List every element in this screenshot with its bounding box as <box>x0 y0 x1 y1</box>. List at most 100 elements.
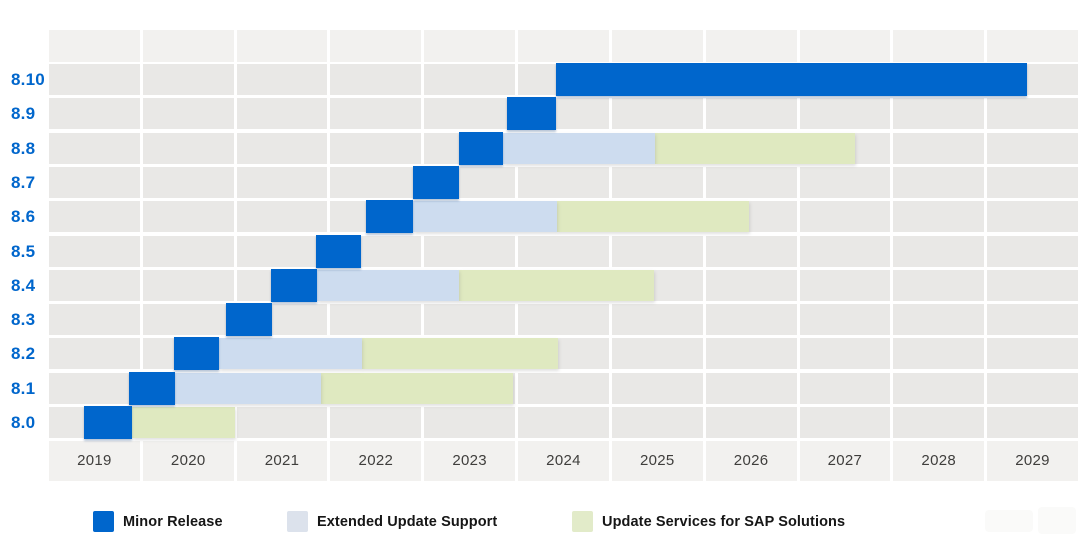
grid-cell <box>893 30 985 62</box>
grid-cell <box>518 30 609 62</box>
grid-band-row-8.6 <box>49 200 1078 234</box>
grid-cell <box>893 98 985 130</box>
grid-cell <box>142 30 234 62</box>
bar-segment-minor-8.1 <box>129 371 176 405</box>
grid-cell <box>705 304 797 336</box>
grid-cell <box>893 235 985 267</box>
grid-cell <box>49 201 140 233</box>
grid-cell <box>49 235 140 267</box>
grid-band-row-8.7 <box>49 165 1078 199</box>
grid-cell <box>424 98 516 130</box>
grid-band-row-8.2 <box>49 337 1078 371</box>
grid-cell <box>142 235 234 267</box>
grid-cell <box>236 98 328 130</box>
chart-legend: Minor Release Extended Update Support Upda… <box>0 511 1078 535</box>
grid-cell <box>893 269 985 301</box>
grid-cell <box>142 132 234 164</box>
grid-cell <box>611 372 703 404</box>
bar-segment-minor-8.2 <box>174 337 220 371</box>
grid-cell <box>705 30 797 62</box>
grid-cell <box>236 235 328 267</box>
grid-cell <box>49 132 140 164</box>
grid-cell <box>518 235 609 267</box>
x-axis-year-label: 2025 <box>611 441 703 482</box>
grid-cell <box>330 132 422 164</box>
grid-cell <box>518 304 609 336</box>
bar-segment-eus-8.4 <box>316 269 459 301</box>
grid-cell <box>49 269 140 301</box>
grid-cell <box>611 304 703 336</box>
grid-band-header <box>49 30 1078 62</box>
grid-cell <box>236 201 328 233</box>
grid-cell <box>424 30 516 62</box>
x-axis-year-label: 2026 <box>705 441 797 482</box>
legend-swatch-eus <box>287 511 308 532</box>
grid-cell <box>424 407 516 438</box>
grid-cell <box>236 64 328 95</box>
grid-cell <box>330 407 422 438</box>
grid-cell <box>705 407 797 438</box>
grid-cell <box>799 338 891 370</box>
grid-cell <box>799 304 891 336</box>
grid-cell <box>49 30 140 62</box>
x-axis-year-label: 2024 <box>518 441 609 482</box>
grid-band-row-8.4 <box>49 268 1078 302</box>
bar-segment-minor-8.7 <box>412 165 459 199</box>
grid-cell <box>611 338 703 370</box>
grid-cell <box>424 235 516 267</box>
grid-cell <box>330 64 422 95</box>
grid-cell <box>49 64 140 95</box>
grid-cell <box>799 201 891 233</box>
grid-cell <box>799 30 891 62</box>
chart-plot-area: 2019 2020 2021 2022 2023 2024 2025 2026 2027 2028… <box>49 30 1078 482</box>
grid-cell <box>142 304 234 336</box>
bar-segment-sap-8.6 <box>556 201 749 233</box>
grid-cell <box>987 304 1078 336</box>
grid-cell <box>987 98 1078 130</box>
grid-cell <box>611 235 703 267</box>
legend-label: Extended Update Support <box>317 513 498 530</box>
version-label-8.8: 8.8 <box>11 138 36 158</box>
bar-segment-sap-8.4 <box>458 269 655 301</box>
legend-label: Minor Release <box>123 513 223 530</box>
grid-cell <box>611 30 703 62</box>
grid-cell <box>893 304 985 336</box>
bar-segment-minor-8.6 <box>366 200 413 234</box>
grid-cell <box>518 407 609 438</box>
grid-cell <box>987 166 1078 198</box>
grid-cell <box>142 64 234 95</box>
bar-segment-minor-8.0 <box>83 406 133 439</box>
grid-cell <box>799 269 891 301</box>
grid-cell <box>705 338 797 370</box>
grid-band-row-8.5 <box>49 234 1078 268</box>
grid-cell <box>236 30 328 62</box>
version-label-8.0: 8.0 <box>11 413 36 432</box>
grid-cell <box>893 166 985 198</box>
bar-segment-minor-8.5 <box>315 234 362 268</box>
legend-swatch-minor <box>93 511 114 532</box>
legend-item-minor: Minor Release <box>93 511 223 532</box>
bar-segment-minor-8.4 <box>270 268 317 302</box>
grid-cell <box>236 132 328 164</box>
bar-segment-sap-8.1 <box>321 372 513 404</box>
bar-segment-minor-8.10 <box>556 63 1027 96</box>
grid-cell <box>518 166 609 198</box>
grid-cell <box>518 372 609 404</box>
grid-cell <box>424 64 516 95</box>
grid-cell <box>236 407 328 438</box>
grid-cell <box>987 407 1078 438</box>
version-label-8.2: 8.2 <box>11 344 36 364</box>
x-axis-year-label: 2027 <box>799 441 891 482</box>
grid-cell <box>893 201 985 233</box>
grid-cell <box>987 269 1078 301</box>
legend-item-eus: Extended Update Support <box>287 511 497 532</box>
grid-cell <box>142 98 234 130</box>
watermark-logo <box>983 505 1078 535</box>
grid-band-row-8.10 <box>49 63 1078 96</box>
grid-cell <box>611 98 703 130</box>
version-label-8.1: 8.1 <box>11 378 36 398</box>
bar-segment-minor-8.8 <box>458 131 503 165</box>
bar-segment-eus-8.1 <box>175 372 322 404</box>
watermark-blob <box>1038 507 1076 534</box>
grid-cell <box>330 304 422 336</box>
